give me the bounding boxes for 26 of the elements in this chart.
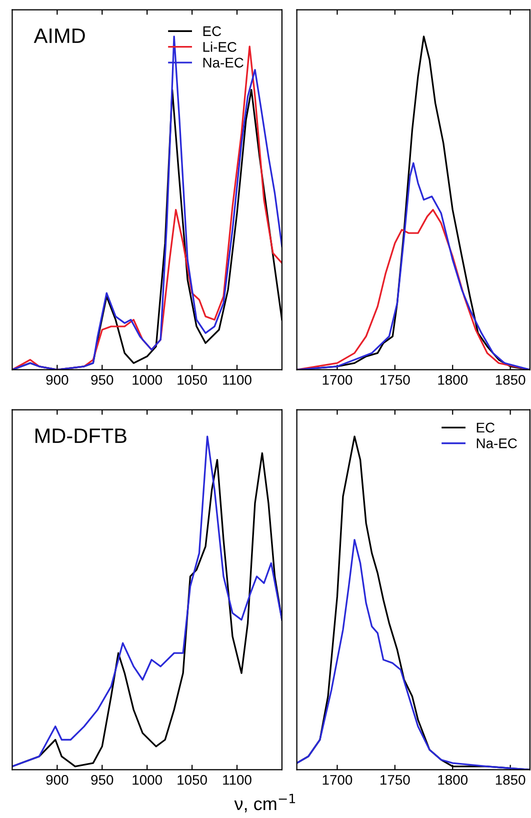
x-tick-label: 950 bbox=[91, 374, 114, 385]
x-tick-label: 1850 bbox=[496, 374, 526, 385]
annotation: MD-DFTB bbox=[36, 428, 126, 443]
x-tick-label: 1050 bbox=[178, 774, 207, 785]
x-tick-label: 1750 bbox=[380, 374, 410, 385]
legend-label: Na-EC bbox=[203, 58, 244, 68]
legend-label: Li-EC bbox=[203, 42, 236, 52]
x-tick-label: 1100 bbox=[223, 374, 252, 385]
x-tick-label: 1000 bbox=[132, 374, 162, 385]
x-axis-title: ν, cm$^{−1}$ bbox=[234, 794, 296, 812]
x-tick-label: 1700 bbox=[322, 774, 352, 785]
x-tick-label: 1750 bbox=[380, 774, 410, 785]
annotation: AIMD bbox=[34, 28, 85, 43]
x-tick-label: 950 bbox=[91, 774, 114, 785]
x-tick-label: 1100 bbox=[223, 774, 252, 785]
legend-label: Na-EC bbox=[476, 438, 517, 448]
x-tick-label: 1000 bbox=[132, 774, 162, 785]
x-tick-label: 900 bbox=[46, 374, 68, 385]
legend-label: EC bbox=[203, 26, 222, 36]
x-tick-label: 1800 bbox=[438, 374, 468, 385]
x-tick-label: 1050 bbox=[178, 374, 207, 385]
x-tick-label: 900 bbox=[46, 774, 68, 785]
x-tick-label: 1800 bbox=[438, 774, 468, 785]
x-tick-label: 1700 bbox=[322, 374, 352, 385]
legend-label: EC bbox=[476, 422, 495, 433]
x-tick-label: 1850 bbox=[496, 774, 526, 785]
